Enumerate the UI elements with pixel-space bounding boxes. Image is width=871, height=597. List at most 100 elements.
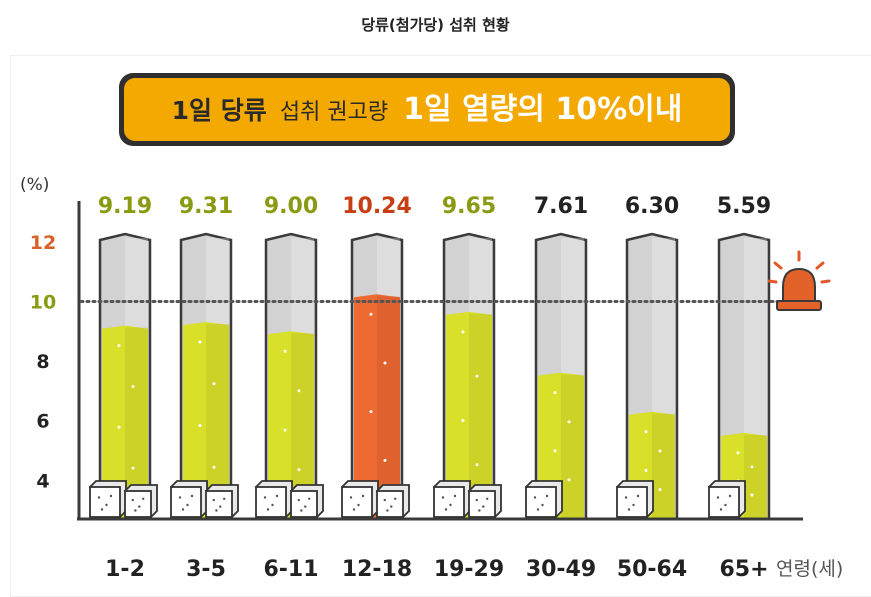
sugar-cube-icon xyxy=(123,484,158,519)
sparkle xyxy=(736,451,740,455)
sparkle xyxy=(553,391,557,395)
cube-dot xyxy=(100,508,104,511)
x-tick-label: 19-29 xyxy=(434,557,504,582)
x-tick-label: 50-64 xyxy=(617,557,687,582)
sugar-cube-icon xyxy=(467,484,502,519)
sparkle xyxy=(369,312,373,316)
sugar-intake-chart: 1일 당류 섭취 권고량 1일 열량의 10%이내 (%) 연령(세) 12 10… xyxy=(20,73,843,582)
banner: 1일 당류 섭취 권고량 1일 열량의 10%이내 xyxy=(119,73,735,146)
x-tick-label: 6-11 xyxy=(263,557,318,582)
chart-card: 1일 당류 섭취 권고량 1일 열량의 10%이내 (%) 연령(세) 12 10… xyxy=(10,55,871,597)
sparkle xyxy=(117,425,121,429)
sugar-cube-icon xyxy=(524,480,563,519)
cube-dot xyxy=(541,503,544,507)
tube-65+ xyxy=(717,232,771,521)
bar-shade xyxy=(652,413,675,519)
sparkle xyxy=(117,344,121,348)
cube-dot xyxy=(142,497,145,500)
tube-6-11 xyxy=(264,232,318,521)
sparkle xyxy=(567,478,571,482)
cube-dot xyxy=(275,494,279,498)
sparkle xyxy=(567,420,571,424)
cube-dot xyxy=(728,494,732,498)
cube-dot xyxy=(383,498,386,502)
cube-front xyxy=(255,486,287,518)
cube-dot xyxy=(134,509,137,512)
bar-shade xyxy=(469,313,492,519)
siren-icon xyxy=(767,250,831,311)
y-tick-label: 8 xyxy=(36,351,49,373)
cube-dot xyxy=(453,494,457,498)
cube-dot xyxy=(263,496,267,499)
cube-dot xyxy=(105,503,108,507)
cube-front xyxy=(341,486,373,518)
y-tick-label: 10 xyxy=(30,291,56,313)
value-label: 10.24 xyxy=(342,194,412,219)
cube-dot xyxy=(545,494,549,498)
bar-shade xyxy=(291,333,314,519)
sparkle xyxy=(297,389,301,393)
sugar-cube-icon xyxy=(289,484,324,519)
cube-dot xyxy=(444,508,448,511)
cube-front xyxy=(468,490,496,518)
sugar-cube-icon xyxy=(204,484,239,519)
cube-dot xyxy=(486,497,489,500)
value-label: 9.19 xyxy=(98,194,152,219)
cube-dot xyxy=(297,498,300,502)
cube-dot xyxy=(181,508,185,511)
sparkle xyxy=(383,361,387,365)
sparkle xyxy=(383,458,387,462)
cube-dot xyxy=(449,503,452,507)
cube-dot xyxy=(300,509,303,512)
banner-highlight: 1일 열량의 10%이내 xyxy=(403,92,682,127)
sugar-cube-icon xyxy=(340,480,379,519)
cube-dot xyxy=(212,498,215,502)
y-axis-ticks: 12 10 8 6 4 xyxy=(30,232,56,492)
x-tick-label: 30-49 xyxy=(526,557,596,582)
x-tick-label: 65+ xyxy=(719,557,768,582)
tube-50-64 xyxy=(625,232,679,521)
banner-background xyxy=(124,78,730,141)
bar-1-2 xyxy=(102,325,148,519)
value-label: 5.59 xyxy=(717,194,771,219)
cube-dot xyxy=(266,508,270,511)
cube-front xyxy=(376,490,404,518)
cube-dot xyxy=(724,503,727,507)
y-tick-label: 4 xyxy=(36,470,49,492)
cube-front xyxy=(124,490,152,518)
sparkle xyxy=(283,349,287,353)
x-tick-label: 1-2 xyxy=(105,557,145,582)
cube-dot xyxy=(352,508,356,511)
y-axis-unit: (%) xyxy=(20,175,49,195)
sparkle xyxy=(658,449,662,453)
cube-front xyxy=(433,486,465,518)
cube-dot xyxy=(475,498,478,502)
cube-dot xyxy=(716,496,720,499)
sparkle xyxy=(283,428,287,432)
value-label: 9.00 xyxy=(264,194,318,219)
sparkle xyxy=(475,374,479,378)
sparkle xyxy=(461,418,465,422)
value-labels: 9.19 9.31 9.00 10.24 9.65 7.61 6.30 5.59 xyxy=(98,194,771,219)
tube-3-5 xyxy=(179,232,233,521)
y-tick-label: 12 xyxy=(30,232,56,254)
sparkle xyxy=(553,449,557,453)
bar-shade xyxy=(206,324,229,519)
sparkle xyxy=(369,410,373,414)
cube-dot xyxy=(394,497,397,500)
cube-dot xyxy=(361,494,365,498)
cube-dot xyxy=(478,509,481,512)
cube-dot xyxy=(357,503,360,507)
sparkle xyxy=(131,466,135,470)
cube-dot xyxy=(482,505,485,508)
sugar-cube-icon xyxy=(375,484,410,519)
sugar-cube-icon xyxy=(88,480,127,519)
sparkle xyxy=(644,430,648,434)
tube-19-29 xyxy=(442,232,496,521)
cube-dot xyxy=(223,497,226,500)
tubes xyxy=(98,232,771,521)
banner-prefix: 1일 당류 xyxy=(172,96,267,125)
sparkle xyxy=(198,424,202,428)
cube-dot xyxy=(719,508,723,511)
cube-front xyxy=(170,486,202,518)
